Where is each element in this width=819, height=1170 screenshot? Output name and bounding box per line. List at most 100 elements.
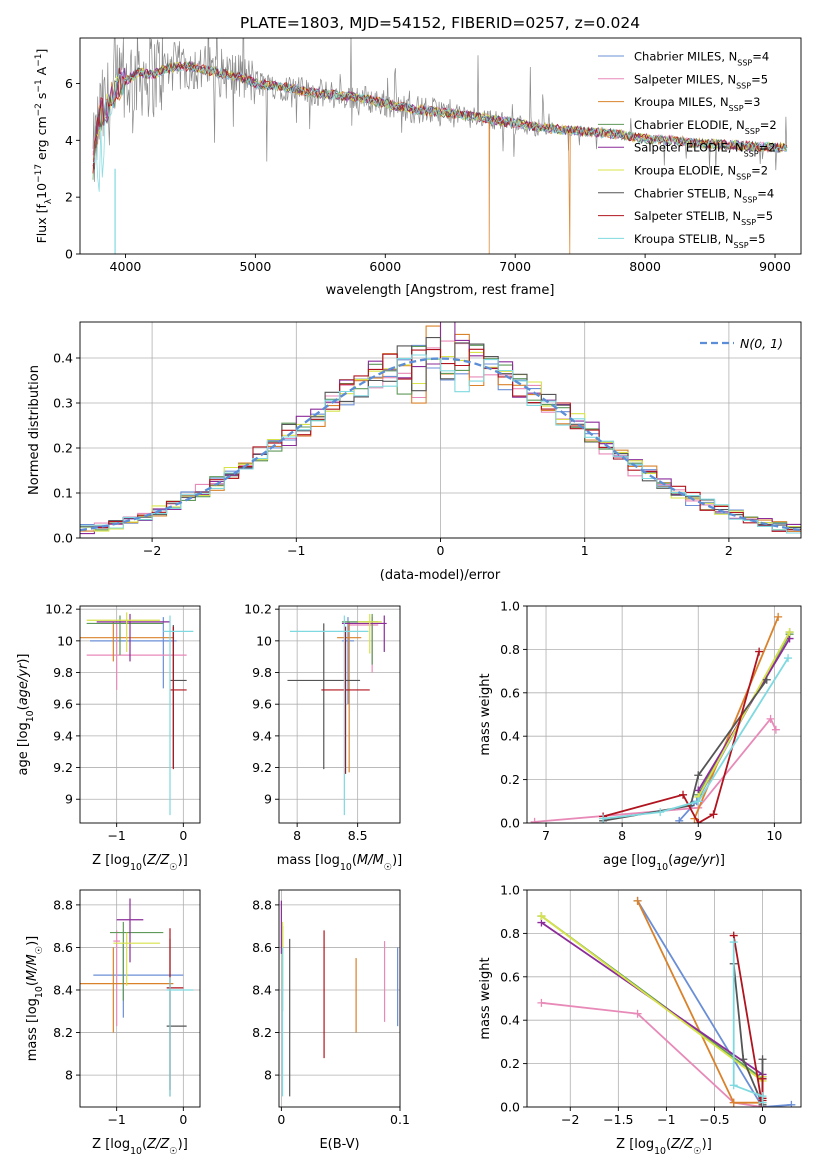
series-marker [774,612,783,621]
y-tick-label: 0.8 [500,926,520,941]
errorbar-salpeter-stelib [170,626,187,770]
x-tick-label: 5000 [239,259,271,274]
axes: 7 8 9 10 0.0 0.2 0.4 0.6 0.8 1.0 [500,599,802,843]
x-tick-label: 9 [694,828,702,843]
axes-frame [526,889,802,1108]
plot-area [80,38,801,254]
errorbar-salpeter-elodie [116,898,144,963]
y-tick-label: 8.4 [53,982,73,997]
y-tick-label: 8.4 [252,982,272,997]
label-part: Z/Z [670,1137,694,1152]
series-marker [694,819,703,823]
series-kroupa-stelib [729,938,767,1107]
x-tick-label: 7 [542,828,550,843]
plot-area [279,606,400,823]
series-marker [694,771,703,780]
x-axis-label: age [log10(age/yr)] [603,853,725,873]
y-axis-label: age [log10(age/yr)] [16,653,36,775]
x-axis-label: Z [log10(Z/Z☉)] [616,1137,712,1157]
x-axis-label: wavelength [Angstrom, rest frame] [326,283,555,298]
legend-text: Salpeter STELIB, N [634,209,741,223]
series-marker [785,628,794,637]
legend-sub: SSP [737,58,752,67]
y-axis-label: mass [log10(M/M☉)] [25,936,45,1062]
errorbar-salpeter-elodie [341,615,387,652]
axes-frame [79,889,201,1108]
legend-label: Salpeter ELODIE, NSSP=2 [634,141,776,159]
y-tick-label: 0.6 [500,969,520,984]
y-tick-label: 0.4 [500,729,520,744]
label-part: ☉ [693,1146,701,1157]
label-part: ( [16,705,31,710]
label-part: 10 [130,1146,142,1157]
y-tick-label: 8.6 [252,940,272,955]
label-part: E(B-V) [319,1137,359,1152]
label-part: age [log [16,722,31,775]
legend-sub: SSP [729,104,744,113]
x-tick-label: 8000 [629,259,661,274]
label-part: 10 [340,862,352,873]
legend-text: Salpeter ELODIE, N [634,141,744,155]
label-part: −1 [34,79,44,92]
spectrum-model-kroupa-stelib [92,61,788,192]
x-tick-label: 4000 [110,259,142,274]
y-tick-label: 9.6 [53,697,73,712]
label-part: 10 [34,183,49,199]
series-marker [675,816,684,823]
plot-area [80,890,200,1107]
legend-text: Chabrier ELODIE, N [634,118,745,132]
y-tick-label: 10.2 [45,602,73,617]
y-tick-label: 0.0 [53,531,73,546]
errorbar-kroupa-elodie [113,932,160,986]
axes-frame [79,605,201,824]
panel-mass_vs_Z: −1 0 8 8.2 8.4 8.6 8.8 [53,889,201,1127]
axes: −2 −1.5 −1 −0.5 0 0.0 0.2 0.4 0.6 0.8 1.0 [500,883,802,1127]
label-part: 10 [654,1146,666,1157]
grid [279,606,400,823]
legend-suffix: =2 [759,141,776,155]
panel-residuals: −2 −1 0 1 2 0.0 0.1 0.2 0.3 0.4 N(0, 1) [53,321,802,558]
y-axis-label: Flux [fλ10−17 erg cm−2 s−1 A−1] [34,49,54,244]
series-line [636,900,792,1107]
label-part: Z [log [92,1137,130,1152]
y-tick-label: 8 [65,1068,73,1083]
series-line [602,651,760,823]
legend-text: Kroupa ELODIE, N [634,164,736,178]
label-part: )] [715,853,725,868]
y-tick-label: 8 [264,1068,272,1083]
legend-label: Chabrier STELIB, NSSP=4 [634,186,774,204]
errorbar-chabrier-stelib [287,623,361,770]
x-tick-label: −1 [287,543,305,558]
label-part: ☉ [384,862,392,873]
x-axis-label: E(B-V) [319,1137,359,1152]
legend-sub: SSP [736,172,751,181]
label-part: 10 [130,862,142,873]
errorbar-kroupa-stelib [289,615,369,816]
label-part: 10 [34,986,45,998]
x-axis-label: Z [log10(Z/Z☉)] [92,853,188,873]
axes-frame [526,605,802,824]
series-marker [758,1098,767,1107]
series-marker [729,1081,738,1090]
x-tick-label: 0 [277,1112,285,1127]
plot-content [537,896,796,1107]
series-marker [633,896,642,905]
plot-content [280,900,399,1097]
x-axis-label: (data-model)/error [380,568,501,583]
plot-content [80,612,194,816]
y-tick-label: 9.4 [53,728,73,743]
label-part: ( [142,853,147,868]
y-tick-label: 0.3 [53,396,73,411]
label-part: A [34,66,49,79]
errorbar-chabrier-elodie [110,921,164,1001]
errorbar-kroupa-stelib [166,977,194,1097]
series-marker [729,1098,738,1107]
panel-spectrum: 4000 5000 6000 7000 8000 9000 0 2 4 6 Chabrier MIL… [65,37,802,274]
panel-weight_vs_age: 7 8 9 10 0.0 0.2 0.4 0.6 0.8 1.0 [500,599,802,843]
label-part: ( [668,853,673,868]
errorbar-salpeter-stelib [321,626,370,774]
plot-content [80,898,194,1097]
y-tick-label: 0.8 [500,642,520,657]
x-tick-label: −1 [107,828,125,843]
axes-frame [278,605,401,824]
